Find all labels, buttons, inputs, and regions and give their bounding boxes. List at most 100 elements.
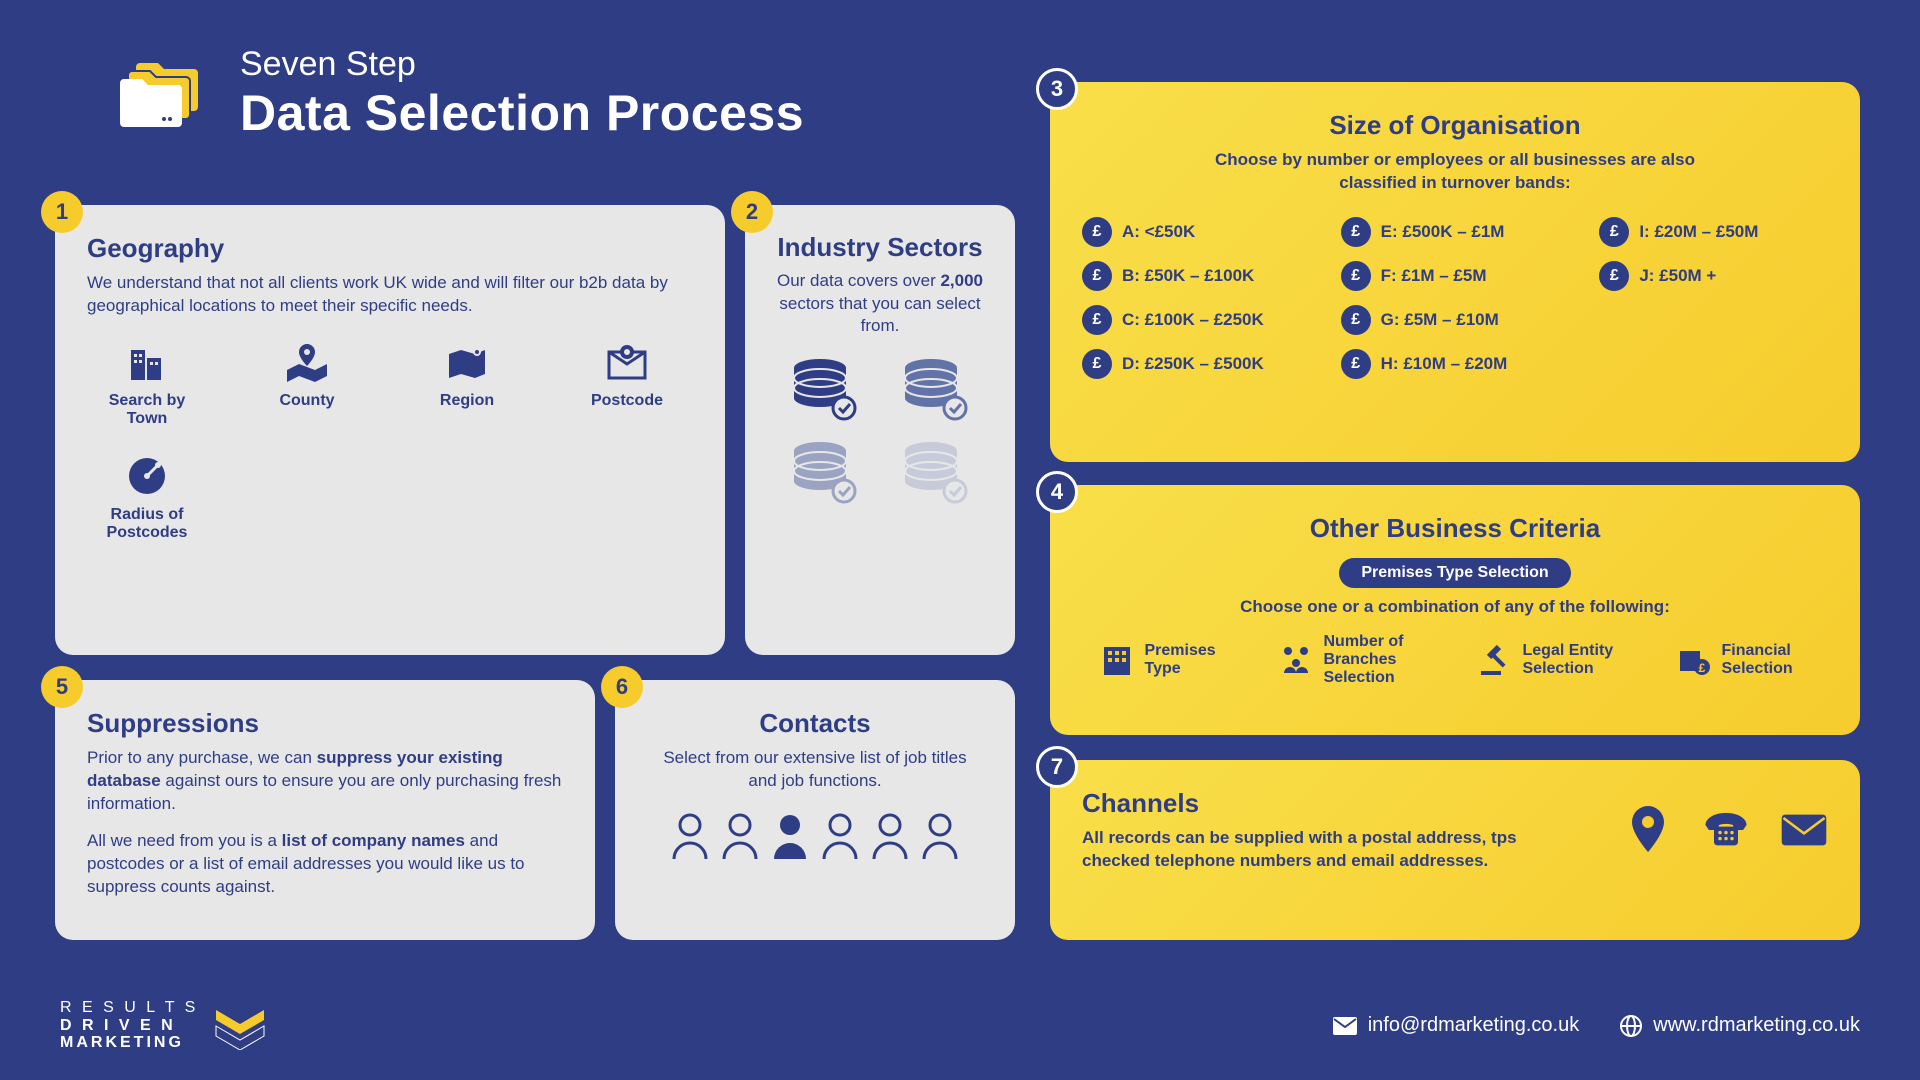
phone-icon xyxy=(1702,806,1750,854)
geo-item-label: Postcode xyxy=(567,392,687,410)
pound-icon: £ xyxy=(1599,261,1629,291)
premises-pill: Premises Type Selection xyxy=(1339,558,1570,588)
envelope-icon xyxy=(1332,1016,1358,1036)
pound-icon: £ xyxy=(1599,217,1629,247)
step-badge-3: 3 xyxy=(1036,68,1078,110)
page-footer: R E S U L T S D R I V E N MARKETING info… xyxy=(0,999,1920,1052)
geo-item-region: Region xyxy=(407,338,527,428)
text: Our data covers over xyxy=(777,271,940,290)
geo-item-label: Region xyxy=(407,392,527,410)
geo-item-county: County xyxy=(247,338,367,428)
globe-icon xyxy=(1619,1014,1643,1038)
people-icons xyxy=(647,811,983,861)
logo-line2: D R I V E N xyxy=(60,1017,198,1035)
map-region-icon xyxy=(407,338,527,386)
card-other-criteria: 4 Other Business Criteria Premises Type … xyxy=(1050,485,1860,735)
person-icon xyxy=(719,811,761,861)
radius-icon xyxy=(87,452,207,500)
map-pin-icon xyxy=(247,338,367,386)
page-title-line2: Data Selection Process xyxy=(240,84,804,142)
crit-label: Financial Selection xyxy=(1722,642,1812,678)
geo-item-label: County xyxy=(247,392,367,410)
buildings-icon xyxy=(87,338,207,386)
turnover-band: £D: £250K – £500K xyxy=(1082,349,1311,379)
crit-legal: Legal Entity Selection xyxy=(1477,633,1623,687)
card-channels: 7 Channels All records can be supplied w… xyxy=(1050,760,1860,940)
text: Prior to any purchase, we can xyxy=(87,748,317,767)
page-header: Seven Step Data Selection Process xyxy=(120,45,804,142)
card-desc: Our data covers over 2,000 sectors that … xyxy=(777,270,983,339)
turnover-band xyxy=(1599,305,1828,335)
geo-item-label: Search by Town xyxy=(87,392,207,428)
card-desc-p1: Prior to any purchase, we can suppress y… xyxy=(87,747,563,816)
step-badge-6: 6 xyxy=(601,666,643,708)
card-organisation-size: 3 Size of Organisation Choose by number … xyxy=(1050,82,1860,462)
criteria-items: Premises Type Number of Branches Selecti… xyxy=(1082,633,1828,687)
folder-icon xyxy=(120,55,210,133)
card-title: Size of Organisation xyxy=(1082,110,1828,141)
geo-item-label: Radius of Postcodes xyxy=(87,506,207,542)
card-title: Industry Sectors xyxy=(777,233,983,262)
crit-label: Premises Type xyxy=(1145,642,1225,678)
pound-icon: £ xyxy=(1082,261,1112,291)
footer-contact: info@rdmarketing.co.uk www.rdmarketing.c… xyxy=(1332,1014,1860,1038)
database-icon xyxy=(901,356,971,427)
pound-icon: £ xyxy=(1082,305,1112,335)
person-icon-filled xyxy=(769,811,811,861)
text: sectors that you can select from. xyxy=(779,294,980,336)
person-icon xyxy=(869,811,911,861)
turnover-band: £H: £10M – £20M xyxy=(1341,349,1570,379)
geo-item-town: Search by Town xyxy=(87,338,207,428)
svg-text:£: £ xyxy=(1698,661,1705,675)
database-icon xyxy=(901,439,971,510)
crit-branches: Number of Branches Selection xyxy=(1278,633,1424,687)
turnover-band: £A: <£50K xyxy=(1082,217,1311,247)
turnover-band: £J: £50M + xyxy=(1599,261,1828,291)
geography-items: Search by Town County Region Postcode Ra… xyxy=(87,338,693,542)
pound-icon: £ xyxy=(1341,217,1371,247)
footer-website-text: www.rdmarketing.co.uk xyxy=(1653,1014,1860,1037)
footer-email-text: info@rdmarketing.co.uk xyxy=(1368,1014,1580,1037)
logo-line1: R E S U L T S xyxy=(60,999,198,1017)
brand-logo: R E S U L T S D R I V E N MARKETING xyxy=(60,999,268,1052)
turnover-bands: £A: <£50K£E: £500K – £1M£I: £20M – £50M£… xyxy=(1082,217,1828,379)
pound-icon: £ xyxy=(1341,305,1371,335)
turnover-band: £B: £50K – £100K xyxy=(1082,261,1311,291)
card-sectors: 2 Industry Sectors Our data covers over … xyxy=(745,205,1015,655)
envelope-pin-icon xyxy=(567,338,687,386)
geo-item-radius: Radius of Postcodes xyxy=(87,452,207,542)
text-bold: 2,000 xyxy=(940,271,983,290)
envelope-icon xyxy=(1780,806,1828,854)
page-title-line1: Seven Step xyxy=(240,45,804,84)
database-icons xyxy=(777,356,983,510)
database-icon xyxy=(790,356,860,427)
crit-label: Legal Entity Selection xyxy=(1523,642,1623,678)
pound-icon: £ xyxy=(1082,217,1112,247)
step-badge-4: 4 xyxy=(1036,471,1078,513)
card-contacts: 6 Contacts Select from our extensive lis… xyxy=(615,680,1015,940)
text-bold: list of company names xyxy=(282,831,465,850)
step-badge-1: 1 xyxy=(41,191,83,233)
card-title: Contacts xyxy=(647,708,983,739)
crit-premises: Premises Type xyxy=(1099,633,1225,687)
card-title: Other Business Criteria xyxy=(1082,513,1828,544)
card-desc: Choose one or a combination of any of th… xyxy=(1082,596,1828,619)
turnover-band: £G: £5M – £10M xyxy=(1341,305,1570,335)
turnover-band: £I: £20M – £50M xyxy=(1599,217,1828,247)
crit-financial: £ Financial Selection xyxy=(1676,633,1812,687)
geo-item-postcode: Postcode xyxy=(567,338,687,428)
card-desc: All records can be supplied with a posta… xyxy=(1082,827,1562,873)
card-title: Channels xyxy=(1082,788,1562,819)
turnover-band: £F: £1M – £5M xyxy=(1341,261,1570,291)
logo-line3: MARKETING xyxy=(60,1034,198,1052)
turnover-band: £E: £500K – £1M xyxy=(1341,217,1570,247)
step-badge-5: 5 xyxy=(41,666,83,708)
pound-icon: £ xyxy=(1082,349,1112,379)
text: All we need from you is a xyxy=(87,831,282,850)
channel-icons xyxy=(1624,806,1828,854)
step-badge-2: 2 xyxy=(731,191,773,233)
card-desc: Choose by number or employees or all bus… xyxy=(1175,149,1735,195)
card-desc: We understand that not all clients work … xyxy=(87,272,693,318)
person-icon xyxy=(819,811,861,861)
crit-label: Number of Branches Selection xyxy=(1324,633,1424,687)
